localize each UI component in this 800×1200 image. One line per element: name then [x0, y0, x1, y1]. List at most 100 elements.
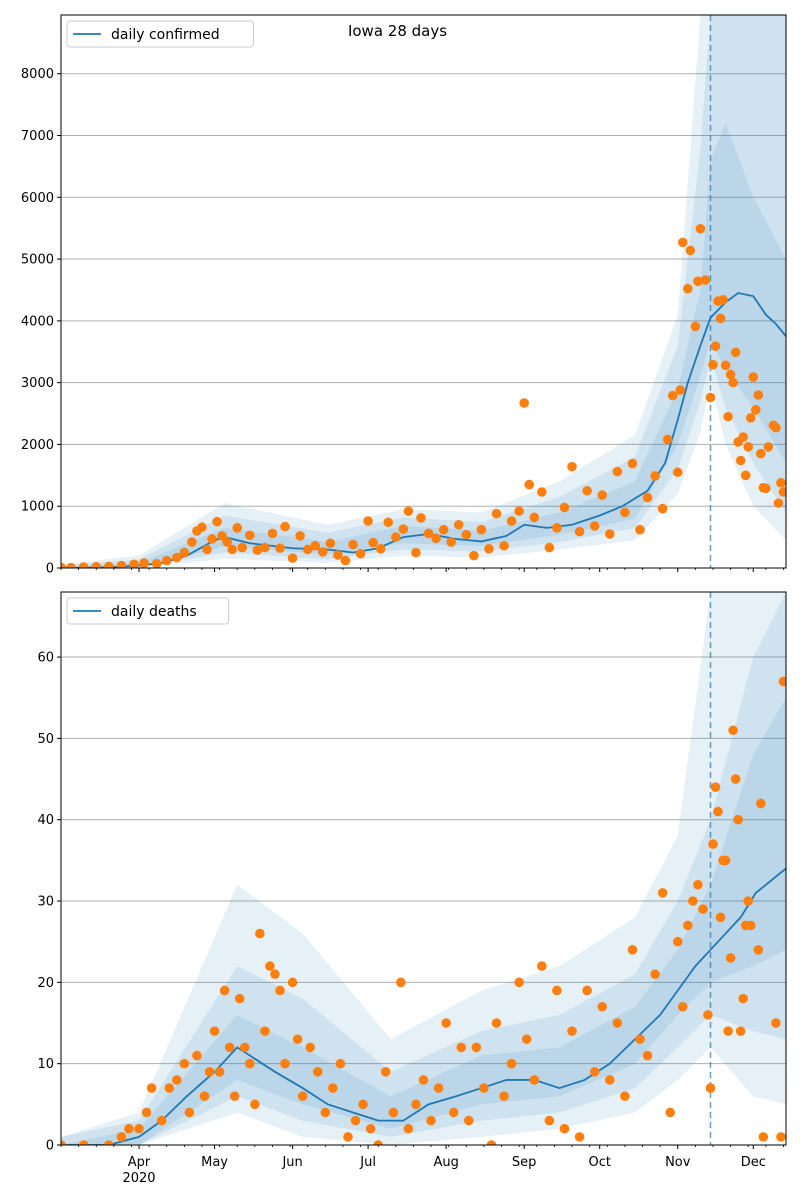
data-point: [78, 562, 89, 568]
data-point: [171, 1075, 182, 1085]
data-point: [693, 879, 703, 890]
data-point: [776, 477, 786, 488]
data-point: [620, 1091, 630, 1102]
data-point: [124, 1123, 134, 1134]
legend: daily deaths: [66, 597, 230, 625]
data-point: [743, 896, 754, 906]
data-point: [723, 1026, 733, 1036]
data-point: [484, 544, 494, 554]
y-tick-label: 10: [37, 1057, 54, 1072]
data-point: [403, 1123, 414, 1134]
data-point: [416, 513, 426, 523]
data-point: [567, 1026, 577, 1036]
chart-title: Iowa 28 days: [348, 22, 447, 40]
data-point: [237, 542, 248, 553]
data-point: [197, 522, 207, 533]
data-point: [151, 558, 162, 568]
data-point: [672, 467, 683, 478]
data-point: [380, 1067, 391, 1077]
data-point: [776, 1132, 786, 1142]
data-point: [146, 1083, 157, 1093]
data-point: [214, 1067, 225, 1077]
data-point: [350, 1115, 361, 1126]
data-point: [552, 523, 562, 533]
data-point: [139, 558, 149, 568]
data-point: [239, 1042, 250, 1053]
data-point: [567, 461, 577, 472]
data-point: [683, 283, 693, 294]
data-point: [582, 985, 592, 996]
data-point: [209, 1026, 220, 1036]
data-point: [219, 985, 230, 996]
data-point: [735, 455, 746, 466]
y-tick-label: 50: [37, 732, 54, 747]
data-point: [715, 313, 726, 324]
data-point: [355, 548, 366, 559]
data-point: [275, 985, 285, 996]
data-point: [635, 524, 645, 535]
data-point: [312, 1067, 323, 1077]
x-tick-label: Apr: [128, 1155, 151, 1170]
data-point: [141, 1107, 152, 1118]
data-point: [476, 524, 487, 535]
data-point: [665, 1107, 676, 1118]
data-point: [325, 538, 336, 549]
x-tick-label: Jul: [359, 1155, 376, 1170]
x-tick-label: Nov: [665, 1155, 691, 1170]
data-point: [514, 506, 524, 516]
data-point: [650, 471, 660, 481]
data-point: [388, 1107, 399, 1118]
data-point: [753, 390, 764, 400]
data-point: [700, 275, 711, 285]
data-point: [486, 1140, 497, 1145]
data-point: [479, 1083, 489, 1093]
data-point: [78, 1140, 89, 1145]
data-point: [418, 1075, 429, 1085]
data-point: [66, 562, 76, 568]
x-tick-label: Dec: [741, 1155, 766, 1170]
data-point: [506, 516, 517, 526]
data-point: [179, 1058, 190, 1069]
data-point: [667, 390, 678, 401]
data-point: [627, 945, 638, 955]
data-point: [252, 545, 263, 555]
data-point: [657, 503, 668, 514]
data-point: [529, 1075, 540, 1085]
band-outer: [61, 15, 786, 568]
data-point: [61, 562, 66, 568]
data-point: [104, 561, 114, 568]
data-point: [245, 530, 255, 541]
data-point: [695, 223, 706, 234]
x-tick-label: Jun: [281, 1155, 302, 1170]
data-point: [212, 516, 222, 527]
data-point: [318, 547, 328, 557]
data-point: [348, 539, 358, 550]
data-point: [116, 1132, 127, 1142]
legend-label: daily confirmed: [111, 27, 220, 43]
data-point: [708, 839, 718, 849]
data-points: [61, 676, 786, 1145]
data-point: [161, 555, 172, 566]
data-point: [134, 1123, 144, 1134]
data-point: [725, 953, 736, 963]
data-point: [363, 516, 373, 526]
data-point: [735, 1026, 746, 1036]
data-point: [464, 1115, 474, 1126]
data-point: [740, 470, 751, 481]
data-point: [728, 377, 738, 388]
chart-panel-2: 0 10 20 30 40 50 60 Apr May Jun Jul Aug Sep Oct Nov Dec…: [37, 591, 787, 1186]
data-point: [677, 237, 688, 248]
data-point: [91, 561, 102, 568]
data-point: [620, 507, 630, 518]
data-point: [373, 1140, 383, 1145]
data-point: [743, 442, 754, 452]
data-point: [448, 1107, 459, 1118]
data-point: [612, 466, 623, 477]
data-point: [411, 1099, 421, 1110]
data-point: [184, 1107, 195, 1118]
data-point: [234, 993, 245, 1004]
data-point: [552, 985, 562, 996]
data-point: [267, 528, 278, 539]
data-point: [627, 458, 638, 469]
